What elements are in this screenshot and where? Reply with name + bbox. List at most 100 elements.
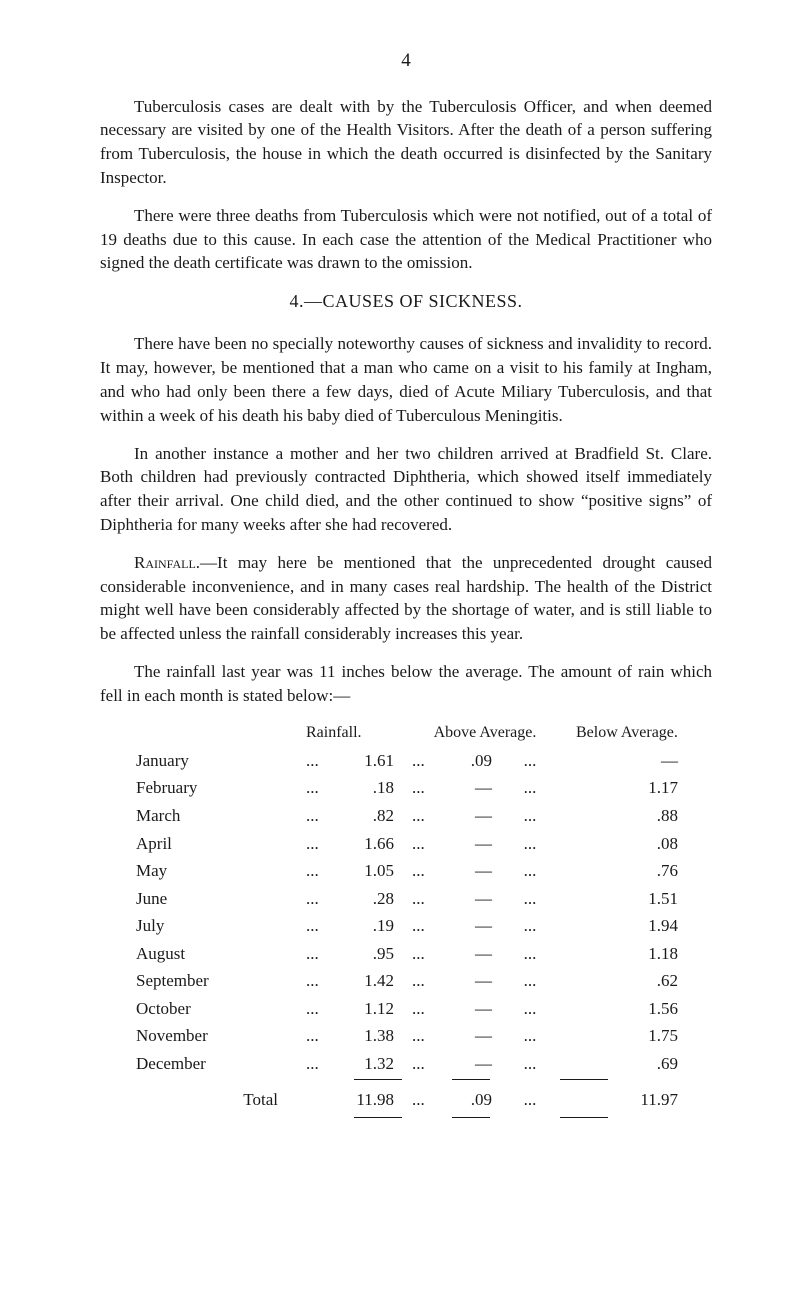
- cell-dots: ...: [412, 912, 444, 940]
- cell-above: —: [444, 940, 500, 968]
- table-row: July....19...—...1.94: [136, 912, 694, 940]
- cell-rain: .19: [340, 912, 412, 940]
- cell-rain: .18: [340, 774, 412, 802]
- table-row: August....95...—...1.18: [136, 940, 694, 968]
- cell-below: 1.51: [560, 885, 694, 913]
- cell-dots: ...: [412, 940, 444, 968]
- cell-dots: ...: [306, 857, 340, 885]
- cell-month: November: [136, 1022, 306, 1050]
- th-rainfall: Rainfall.: [306, 722, 406, 744]
- cell-below: 1.94: [560, 912, 694, 940]
- cell-below: 1.18: [560, 940, 694, 968]
- cell-dots: ...: [500, 830, 560, 858]
- total-row: Total 11.98 ... .09 ... 11.97: [136, 1086, 694, 1113]
- cell-dots: ...: [412, 967, 444, 995]
- sum-line-rain: [354, 1079, 402, 1080]
- table-row: May...1.05...—....76: [136, 857, 694, 885]
- total-below: 11.97: [560, 1086, 694, 1113]
- paragraph-diphtheria: In another instance a mother and her two…: [100, 442, 712, 537]
- cell-below: .88: [560, 802, 694, 830]
- paragraph-rainfall-intro: The rainfall last year was 11 inches bel…: [100, 660, 712, 708]
- cell-dots: ...: [306, 1022, 340, 1050]
- cell-above: —: [444, 830, 500, 858]
- cell-month: October: [136, 995, 306, 1023]
- cell-rain: .95: [340, 940, 412, 968]
- cell-below: .69: [560, 1050, 694, 1078]
- cell-dots: ...: [500, 802, 560, 830]
- cell-above: —: [444, 802, 500, 830]
- cell-dots: ...: [306, 774, 340, 802]
- paragraph-rainfall: Rainfall.—It may here be mentioned that …: [100, 551, 712, 646]
- cell-month: June: [136, 885, 306, 913]
- cell-above: —: [444, 1050, 500, 1078]
- th-month-blank: [136, 722, 306, 744]
- cell-dots: ...: [412, 802, 444, 830]
- paragraph-tuberculosis-intro: Tuberculosis cases are dealt with by the…: [100, 95, 712, 190]
- rainfall-table: Rainfall. Above Average. Below Average. …: [136, 722, 694, 1119]
- cell-rain: 1.38: [340, 1022, 412, 1050]
- cell-rain: 1.42: [340, 967, 412, 995]
- cell-dots: ...: [500, 774, 560, 802]
- cell-dots: ...: [306, 830, 340, 858]
- cell-month: December: [136, 1050, 306, 1078]
- cell-dots: ...: [306, 1050, 340, 1078]
- cell-dots: ...: [500, 912, 560, 940]
- cell-above: —: [444, 995, 500, 1023]
- table-row: June....28...—...1.51: [136, 885, 694, 913]
- cell-dots: ...: [306, 747, 340, 775]
- cell-rain: .82: [340, 802, 412, 830]
- cell-below: .76: [560, 857, 694, 885]
- cell-month: September: [136, 967, 306, 995]
- cell-month: March: [136, 802, 306, 830]
- sum-line-below: [560, 1079, 608, 1080]
- table-row: November...1.38...—...1.75: [136, 1022, 694, 1050]
- cell-month: May: [136, 857, 306, 885]
- cell-dots: ...: [306, 967, 340, 995]
- cell-above: —: [444, 967, 500, 995]
- th-above: Above Average.: [406, 722, 576, 744]
- cell-dots: ...: [306, 885, 340, 913]
- cell-dots: ...: [500, 885, 560, 913]
- cell-month: February: [136, 774, 306, 802]
- cell-dots: ...: [500, 995, 560, 1023]
- paragraph-tuberculosis-deaths: There were three deaths from Tuberculosi…: [100, 204, 712, 275]
- cell-dots: ...: [412, 1022, 444, 1050]
- cell-below: .62: [560, 967, 694, 995]
- total-label: Total: [136, 1086, 306, 1113]
- table-row: February....18...—...1.17: [136, 774, 694, 802]
- cell-dots: ...: [412, 995, 444, 1023]
- page-number: 4: [100, 48, 712, 75]
- table-header-row: Rainfall. Above Average. Below Average.: [136, 722, 694, 744]
- table-row: October...1.12...—...1.56: [136, 995, 694, 1023]
- cell-month: August: [136, 940, 306, 968]
- sum-line-above: [452, 1079, 490, 1080]
- cell-dots: ...: [500, 967, 560, 995]
- section-heading-causes: 4.—CAUSES OF SICKNESS.: [100, 289, 712, 314]
- cell-rain: 1.32: [340, 1050, 412, 1078]
- cell-above: —: [444, 774, 500, 802]
- cell-dots: ...: [500, 1050, 560, 1078]
- cell-dots: ...: [500, 1022, 560, 1050]
- table-row: December...1.32...—....69: [136, 1050, 694, 1078]
- cell-below: 1.75: [560, 1022, 694, 1050]
- sum-line-top: [136, 1079, 694, 1080]
- cell-above: —: [444, 1022, 500, 1050]
- cell-above: —: [444, 885, 500, 913]
- cell-above: —: [444, 912, 500, 940]
- total-dots2: ...: [500, 1086, 560, 1113]
- cell-dots: ...: [412, 1050, 444, 1078]
- table-body: January...1.61....09...—February....18..…: [136, 747, 694, 1077]
- table-row: January...1.61....09...—: [136, 747, 694, 775]
- cell-below: 1.56: [560, 995, 694, 1023]
- cell-rain: 1.05: [340, 857, 412, 885]
- cell-rain: .28: [340, 885, 412, 913]
- rainfall-lead: Rainfall.: [134, 553, 200, 572]
- cell-dots: ...: [500, 940, 560, 968]
- total-above: .09: [444, 1086, 500, 1113]
- total-dots1: ...: [412, 1086, 444, 1113]
- cell-dots: ...: [412, 747, 444, 775]
- cell-dots: ...: [500, 747, 560, 775]
- th-below: Below Average.: [576, 722, 694, 744]
- cell-below: .08: [560, 830, 694, 858]
- cell-month: April: [136, 830, 306, 858]
